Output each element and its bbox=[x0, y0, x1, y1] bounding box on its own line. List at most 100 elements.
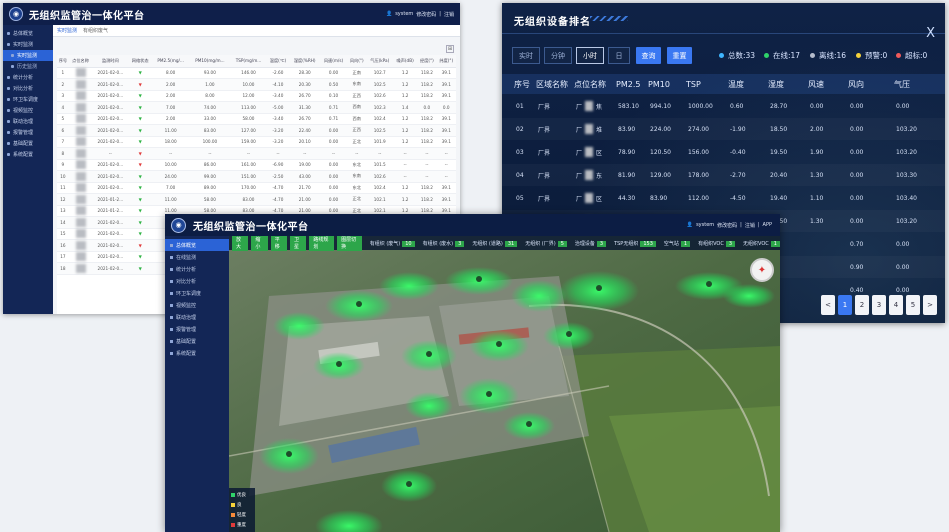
device-count-1[interactable]: 有组织 (废水) 3 bbox=[423, 240, 465, 247]
column-header[interactable]: PM10 bbox=[648, 79, 670, 89]
table-row[interactable]: 13 2021-01-2... ▼ 11.00 58.00 83.00 -4.70 21.00… bbox=[57, 205, 456, 217]
column-header[interactable]: 点位名称 bbox=[68, 55, 93, 68]
table-row[interactable]: 5 2021-02-0... ▼ 2.00 33.00 58.00 -3.40 26.70 0.… bbox=[57, 113, 456, 125]
page-button[interactable]: 4 bbox=[889, 295, 903, 315]
sidebar-item[interactable]: 总体概览 bbox=[3, 28, 53, 39]
map-button-4[interactable]: 路线规划 bbox=[309, 236, 335, 251]
sidebar-item[interactable]: 基础配置 bbox=[165, 335, 229, 347]
device-count-2[interactable]: 无组织 (道路) 31 bbox=[472, 240, 518, 247]
ranking-row[interactable]: 01 厂界 厂焦 583.10 994.10 1000.00 0.60 28.70 0.00 0.… bbox=[502, 95, 945, 117]
sidebar-item[interactable]: 视频监控 bbox=[165, 299, 229, 311]
map-markers[interactable] bbox=[286, 276, 712, 487]
sidebar-item[interactable]: 报警管理 bbox=[3, 127, 53, 138]
column-header[interactable]: TSP bbox=[686, 79, 701, 89]
column-header[interactable]: 经度(°) bbox=[417, 55, 437, 68]
sidebar-item[interactable]: 视频监控 bbox=[3, 105, 53, 116]
sidebar-item[interactable]: 系统配置 bbox=[3, 149, 53, 160]
app-link[interactable]: APP bbox=[762, 222, 772, 228]
column-header[interactable]: PM2.5 bbox=[616, 79, 641, 89]
column-header[interactable]: 湿度 bbox=[768, 79, 784, 89]
column-header[interactable]: 噪声(dB) bbox=[393, 55, 418, 68]
filter-3[interactable]: 日 bbox=[608, 47, 630, 64]
map-button-2[interactable]: 平移 bbox=[270, 236, 288, 251]
sidebar-item[interactable]: 环卫车调度 bbox=[3, 94, 53, 105]
close-icon[interactable]: X bbox=[926, 26, 935, 41]
change-password-link[interactable]: 修改密码 bbox=[717, 222, 738, 229]
sidebar-item[interactable]: 基础配置 bbox=[3, 138, 53, 149]
filter-0[interactable]: 实时 bbox=[512, 47, 540, 64]
column-header[interactable]: PM10(mg/m... bbox=[189, 55, 231, 68]
column-header[interactable]: 序号 bbox=[514, 79, 530, 89]
reset-button[interactable]: 重置 bbox=[667, 47, 692, 64]
ranking-row[interactable]: 04 厂界 厂东 81.90 129.00 178.00 -2.70 20.40 1.30 0.0… bbox=[502, 164, 945, 186]
sidebar-item[interactable]: 系统配置 bbox=[165, 347, 229, 359]
change-password-link[interactable]: 修改密码 bbox=[416, 11, 437, 18]
logout-link[interactable]: 注销 bbox=[744, 222, 755, 229]
column-header[interactable]: 风向(°) bbox=[347, 55, 367, 68]
filter-2[interactable]: 小时 bbox=[576, 47, 604, 64]
table-row[interactable]: 1 2021-02-0... ▼ 8.00 93.00 146.00 -2.60 28.30 0… bbox=[57, 67, 456, 79]
sidebar-item[interactable]: 历史监测 bbox=[3, 61, 53, 72]
ranking-row[interactable]: 02 厂界 厂堆 83.90 224.00 274.00 -1.90 18.50 2.00 0.0… bbox=[502, 118, 945, 140]
username[interactable]: system bbox=[696, 222, 715, 228]
sidebar-item[interactable]: 报警管理 bbox=[165, 323, 229, 335]
sidebar-item[interactable]: 联动治理 bbox=[3, 116, 53, 127]
tab-0[interactable]: 实时监测 bbox=[57, 28, 78, 34]
column-header[interactable]: 风向 bbox=[848, 79, 864, 89]
table-row[interactable]: 2 2021-02-0... ▼ 2.00 1.00 10.00 -4.10 20.30 0.5… bbox=[57, 78, 456, 91]
sidebar-item[interactable]: 环卫车调度 bbox=[165, 287, 229, 299]
column-header[interactable]: 区域名称 bbox=[536, 79, 568, 89]
column-header[interactable]: 温度 bbox=[728, 79, 744, 89]
export-icon[interactable]: ⊞ bbox=[446, 45, 454, 53]
column-header[interactable]: 气压(kPa) bbox=[366, 55, 394, 68]
map-button-1[interactable]: 缩小 bbox=[251, 236, 268, 251]
device-count-0[interactable]: 有组织 (废气) 10 bbox=[370, 240, 415, 247]
page-button[interactable]: 5 bbox=[906, 295, 920, 315]
device-count-4[interactable]: 治理设备 3 bbox=[575, 240, 607, 247]
sidebar-item[interactable]: 统计分析 bbox=[3, 72, 53, 83]
page-button[interactable]: 1 bbox=[838, 295, 852, 315]
column-header[interactable]: 纬度(°) bbox=[436, 55, 456, 68]
column-header[interactable]: 风速(m/s) bbox=[319, 55, 348, 68]
column-header[interactable]: 监测时间 bbox=[92, 55, 129, 68]
device-count-3[interactable]: 无组织 (厂界) 5 bbox=[525, 240, 567, 247]
sidebar-item[interactable]: 总体概览 bbox=[165, 239, 229, 251]
page-button[interactable]: 2 bbox=[855, 295, 869, 315]
logout-link[interactable]: 注销 bbox=[443, 11, 454, 18]
table-row[interactable]: 7 2021-02-0... ▼ 18.00 100.00 159.00 -3.20 20.1… bbox=[57, 136, 456, 148]
table-row[interactable]: 8 -- ▼ -- -- -- -- -- -- -- -- -- -- -- bbox=[57, 147, 456, 160]
compass-icon[interactable]: ✦ bbox=[750, 258, 774, 282]
table-row[interactable]: 10 2021-02-0... ▼ 24.00 99.00 151.00 -2.50 43.0… bbox=[57, 170, 456, 183]
sidebar-item[interactable]: 对比分析 bbox=[165, 275, 229, 287]
device-count-5[interactable]: TSP无组织 153 bbox=[614, 240, 656, 247]
map-view[interactable]: 放大 缩小 平移 卫星 路线规划 图层切换 有组织 (废气) 10 有组织 (废水) 3 无组织 (… bbox=[229, 236, 780, 532]
table-row[interactable]: 12 2021-01-2... ▼ 11.00 58.00 83.00 -4.70 21.00… bbox=[57, 193, 456, 206]
map-button-5[interactable]: 图层切换 bbox=[337, 236, 362, 251]
column-header[interactable]: 湿度(%RH) bbox=[289, 55, 320, 68]
ranking-row[interactable]: 05 厂界 厂区 44.30 83.90 112.00 -4.50 19.40 1.10 0.00… bbox=[502, 187, 945, 209]
username[interactable]: system bbox=[395, 11, 414, 17]
tab-1[interactable]: 有组织废气 bbox=[83, 28, 109, 34]
column-header[interactable]: 风速 bbox=[808, 79, 824, 89]
column-header[interactable]: 网络状态 bbox=[128, 55, 152, 68]
sidebar-item[interactable]: 统计分析 bbox=[165, 263, 229, 275]
table-row[interactable]: 3 2021-02-0... ▼ 2.00 8.00 12.00 -3.40 26.70 0.1… bbox=[57, 90, 456, 102]
page-button[interactable]: > bbox=[923, 295, 937, 315]
device-count-8[interactable]: 无组织VOC 1 bbox=[743, 240, 780, 247]
map-button-0[interactable]: 放大 bbox=[232, 236, 249, 251]
column-header[interactable]: PM2.5(mg/... bbox=[151, 55, 190, 68]
device-count-7[interactable]: 有组织VOC 3 bbox=[698, 240, 736, 247]
column-header[interactable]: 点位名称 bbox=[574, 79, 606, 89]
column-header[interactable]: 温度(℃) bbox=[266, 55, 290, 68]
sidebar-item[interactable]: 实时监测 bbox=[3, 50, 53, 61]
table-row[interactable]: 11 2021-02-0... ▼ 7.00 89.00 170.00 -4.70 21.70… bbox=[57, 182, 456, 194]
filter-1[interactable]: 分钟 bbox=[544, 47, 572, 64]
page-button[interactable]: < bbox=[821, 295, 835, 315]
table-row[interactable]: 4 2021-02-0... ▼ 7.00 74.00 113.00 -5.00 31.30 0… bbox=[57, 101, 456, 114]
table-row[interactable]: 9 2021-02-0... ▼ 10.00 86.00 161.00 -6.90 19.00… bbox=[57, 159, 456, 171]
device-count-6[interactable]: 空气站 1 bbox=[664, 240, 691, 247]
column-header[interactable]: TSP(mg/m... bbox=[230, 55, 267, 68]
column-header[interactable]: 序号 bbox=[57, 55, 69, 68]
map-button-3[interactable]: 卫星 bbox=[290, 236, 307, 251]
column-header[interactable]: 气压 bbox=[894, 79, 910, 89]
